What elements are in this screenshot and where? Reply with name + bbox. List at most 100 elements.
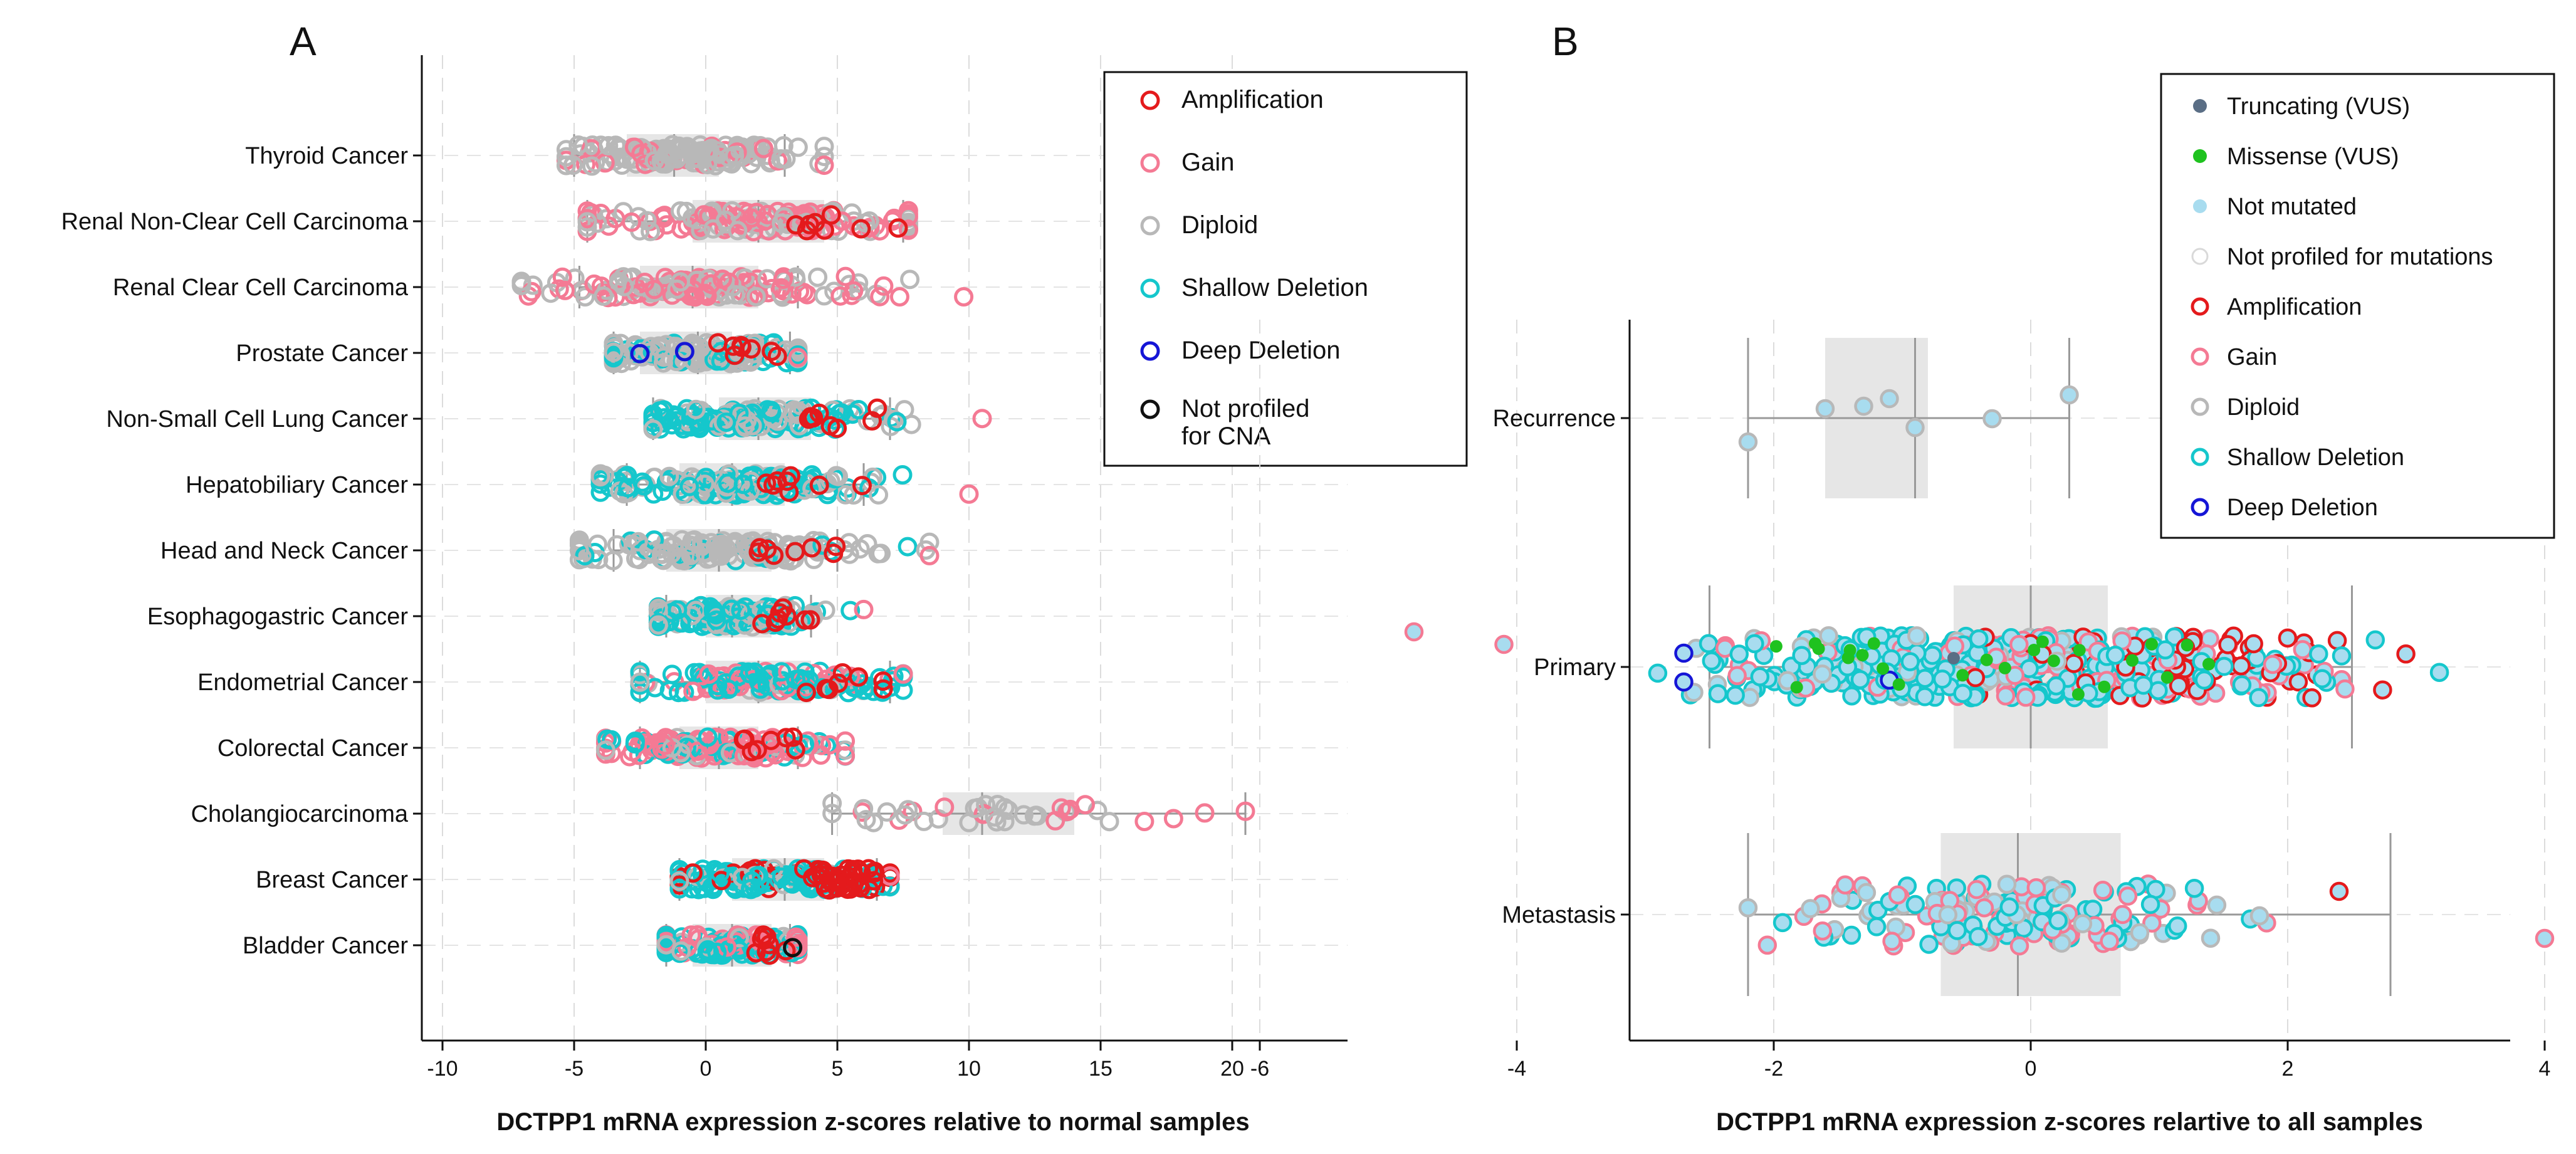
data-point xyxy=(2167,916,2187,936)
panel-b-point-group xyxy=(1404,622,2449,708)
data-point xyxy=(788,137,808,157)
data-point xyxy=(2047,654,2060,668)
data-point xyxy=(874,276,894,296)
panel-b-letter: B xyxy=(1552,19,1579,64)
data-point xyxy=(1999,897,2019,917)
x-tick-label: -10 xyxy=(427,1057,458,1081)
data-point xyxy=(1815,399,1835,419)
data-point xyxy=(698,727,718,747)
panel-a-point-group xyxy=(595,727,856,768)
data-point xyxy=(2134,675,2154,695)
category-label: Cholangiocarcinoma xyxy=(191,801,409,827)
legend-marker xyxy=(1140,90,1160,110)
category-label: Endometrial Cancer xyxy=(197,669,408,696)
data-point xyxy=(822,794,842,813)
data-point xyxy=(1947,652,1960,664)
data-point xyxy=(1982,409,2002,429)
data-point xyxy=(2278,628,2298,648)
data-point xyxy=(873,671,893,691)
data-point xyxy=(1996,686,2016,706)
legend-label: Diploid xyxy=(2227,394,2300,421)
data-point xyxy=(1745,634,1764,654)
data-point xyxy=(814,137,834,157)
legend-label: Not profiled for CNA xyxy=(1181,395,1310,450)
data-point xyxy=(2160,671,2174,684)
x-tick-label: 10 xyxy=(957,1057,981,1081)
data-point xyxy=(935,797,955,817)
data-point xyxy=(2009,936,2029,956)
data-point xyxy=(681,140,701,160)
data-point xyxy=(595,740,615,760)
data-point xyxy=(630,344,650,364)
data-point xyxy=(2126,654,2139,667)
legend-marker xyxy=(1140,216,1160,236)
legend-label: Diploid xyxy=(1181,211,1258,239)
data-point xyxy=(662,664,682,685)
panel-a-point-group xyxy=(604,333,808,374)
data-point xyxy=(653,550,673,570)
data-point xyxy=(689,411,709,431)
category-label: Colorectal Cancer xyxy=(217,735,408,762)
data-point xyxy=(2016,688,2036,707)
data-point xyxy=(2327,631,2347,651)
data-point xyxy=(746,202,767,223)
data-point xyxy=(751,478,771,498)
category-label: Prostate Cancer xyxy=(236,340,408,367)
data-point xyxy=(671,550,691,570)
data-point xyxy=(852,476,872,496)
data-point xyxy=(1842,686,1861,706)
data-point xyxy=(2249,906,2270,926)
x-tick-label: 15 xyxy=(1089,1057,1113,1081)
data-point xyxy=(785,740,805,760)
data-point xyxy=(668,600,688,620)
data-point xyxy=(2201,928,2221,948)
data-point xyxy=(741,352,761,372)
data-point xyxy=(696,283,715,303)
legend-marker xyxy=(1140,341,1160,361)
data-point xyxy=(1738,898,1758,918)
data-point xyxy=(808,267,828,287)
data-point xyxy=(1708,684,1728,703)
data-point xyxy=(511,276,531,295)
data-point xyxy=(650,338,669,359)
data-point xyxy=(1980,653,1993,666)
x-tick-label: -6 xyxy=(1250,1057,1269,1081)
data-point xyxy=(686,399,706,419)
data-point xyxy=(1729,644,1749,664)
data-point xyxy=(1843,644,1856,657)
data-point xyxy=(1882,931,1902,951)
data-point xyxy=(716,210,735,230)
data-point xyxy=(893,664,913,684)
data-point xyxy=(788,338,808,358)
data-point xyxy=(728,221,748,241)
data-point xyxy=(1099,812,1119,832)
data-point xyxy=(644,484,664,504)
data-point xyxy=(599,216,619,236)
legend-marker xyxy=(2191,248,2209,265)
data-point xyxy=(2064,654,2084,673)
data-point xyxy=(594,286,614,306)
data-point xyxy=(867,398,887,418)
data-point xyxy=(2329,881,2349,901)
x-tick-label: 2 xyxy=(2282,1057,2294,1081)
data-point xyxy=(821,205,841,225)
data-point xyxy=(2060,385,2079,405)
category-label: Hepatobiliary Cancer xyxy=(186,472,408,498)
data-point xyxy=(644,280,664,300)
data-point xyxy=(603,550,623,570)
data-point xyxy=(735,416,755,436)
panel-a-point-group xyxy=(656,925,808,965)
data-point xyxy=(887,412,907,432)
category-label: Bladder Cancer xyxy=(243,933,408,959)
panel-a-legend-box xyxy=(1103,71,1468,467)
data-point xyxy=(2130,923,2150,943)
panel-a-letter: A xyxy=(290,19,317,64)
data-point xyxy=(1938,905,1958,925)
data-point xyxy=(763,475,783,495)
data-point xyxy=(1674,672,1694,692)
data-point xyxy=(844,281,864,301)
data-point xyxy=(835,746,856,766)
data-point xyxy=(1915,668,1935,688)
panel-a-point-group xyxy=(648,595,874,637)
panel-b-points xyxy=(1404,385,2555,956)
